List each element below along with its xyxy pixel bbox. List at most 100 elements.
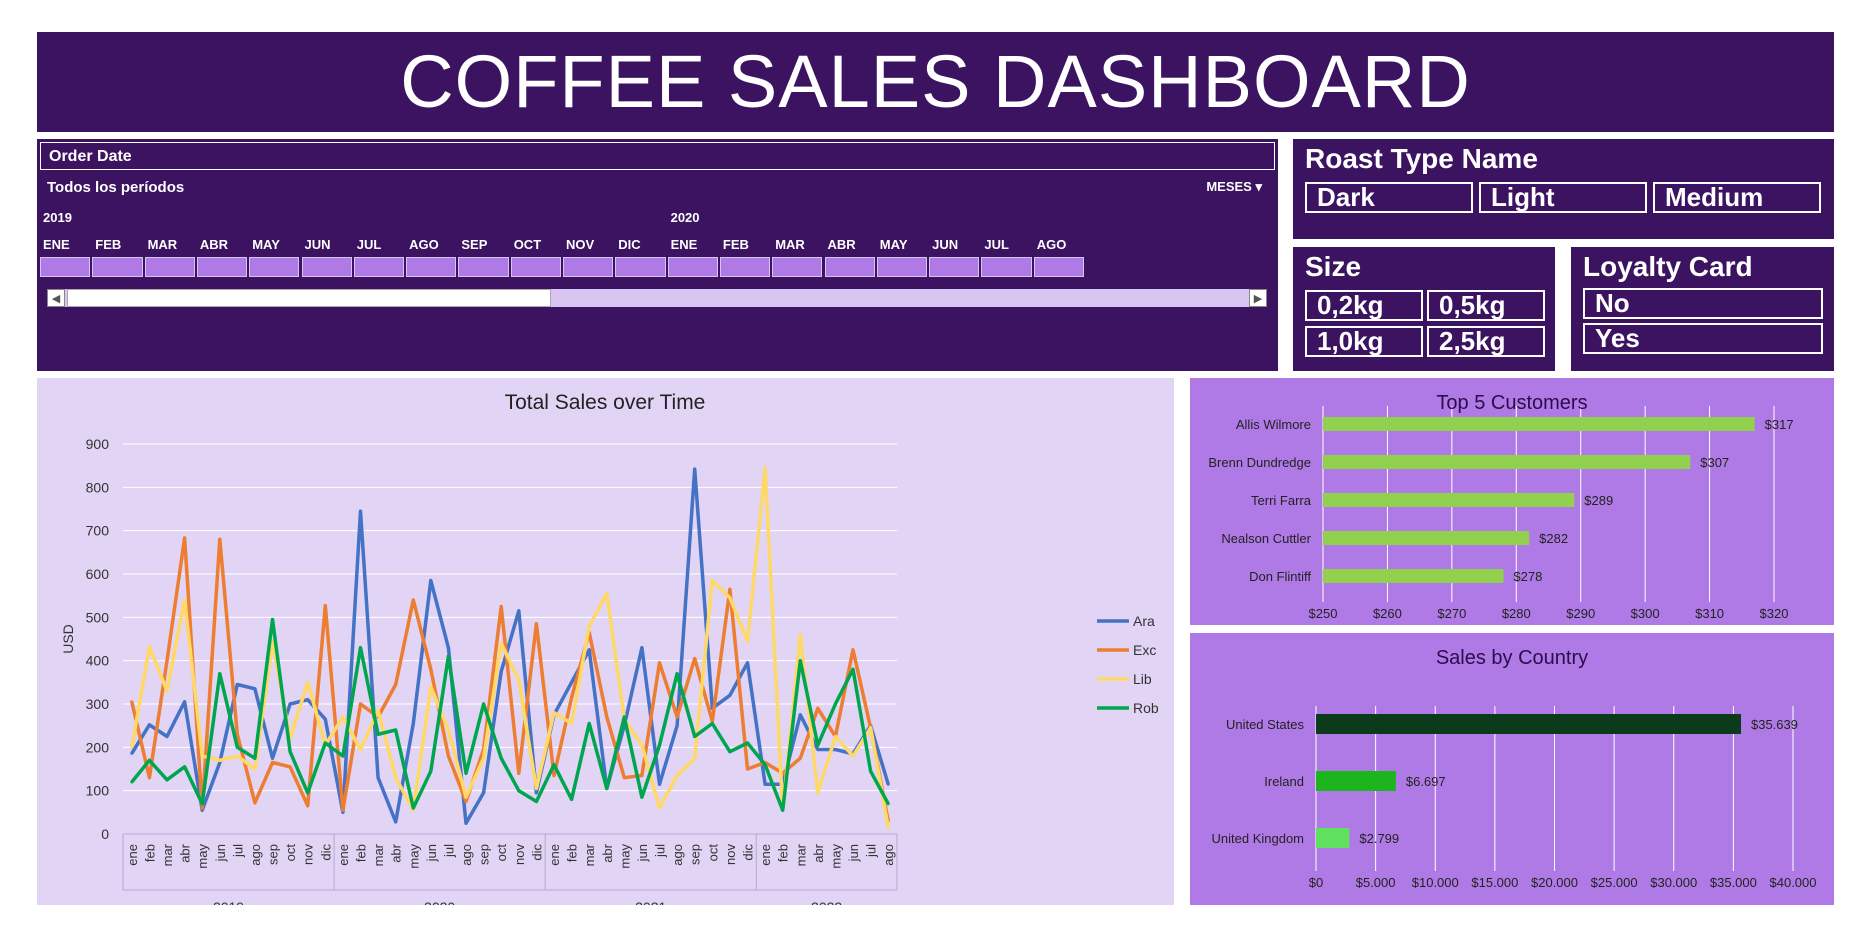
x-tick-label: $30.000 (1650, 875, 1697, 890)
scroll-right-icon[interactable]: ▶ (1249, 289, 1267, 307)
data-point-ara (376, 776, 380, 780)
timeline-month-cell[interactable] (353, 257, 405, 277)
data-point-exc (411, 598, 415, 602)
size-02kg-button[interactable]: 0,2kg (1305, 290, 1423, 321)
data-point-rob (253, 756, 257, 760)
top-customers-svg: $250 $260 $270 $280 $290 $300 $310 $320 Top 5 Cu… (1208, 392, 1794, 621)
roast-dark-button[interactable]: Dark (1305, 182, 1473, 213)
category-label: Don Flintiff (1249, 569, 1311, 584)
data-point-ara (235, 683, 239, 686)
x-tick-label: dic (740, 844, 755, 861)
data-point-rob (271, 618, 274, 621)
data-point-lib (587, 624, 591, 628)
timeline-month-label: FEB (95, 237, 122, 252)
sales-by-country-chart: $0 $5.000 $10.000 $15.000 $20.000 $25.000 $30.… (1190, 633, 1834, 905)
timeline-month-cell[interactable] (40, 257, 91, 277)
x-tick-label: $35.000 (1710, 875, 1757, 890)
data-point-lib (675, 774, 679, 777)
timeline-level-dropdown[interactable]: MESES ▾ (1206, 179, 1262, 194)
timeline-month-cell[interactable] (719, 257, 771, 277)
data-label: $317 (1765, 417, 1794, 432)
data-point-ara (147, 723, 151, 727)
x-tick-label: ago (881, 844, 896, 866)
roast-type-slicer: Roast Type Name Dark Light Medium (1293, 139, 1834, 239)
data-point-rob (394, 728, 398, 732)
timeline-month-cell[interactable] (667, 257, 718, 277)
data-point-ara (165, 735, 169, 738)
x-tick-label: $300 (1631, 606, 1660, 621)
timeline-month-cell[interactable] (458, 257, 509, 277)
data-point-ara (499, 670, 503, 673)
loyalty-no-button[interactable]: No (1583, 288, 1823, 319)
data-point-lib (394, 776, 398, 780)
data-point-lib (464, 795, 468, 799)
data-point-rob (499, 756, 503, 760)
legend-label: Exc (1133, 642, 1156, 658)
timeline-month-cell[interactable] (563, 257, 614, 277)
timeline-month-cell[interactable] (981, 257, 1032, 277)
data-point-exc (394, 683, 398, 686)
timeline-month-cell[interactable] (92, 257, 143, 277)
data-point-exc (253, 801, 257, 805)
timeline-selection-range[interactable] (67, 289, 551, 307)
x-tick-label: jul (864, 844, 879, 858)
data-point-rob (235, 745, 239, 749)
timeline-month-cell[interactable] (824, 257, 875, 277)
size-25kg-button[interactable]: 2,5kg (1427, 326, 1545, 357)
data-point-exc (640, 774, 644, 777)
timeline-month-cell[interactable] (301, 257, 352, 277)
x-tick-label: oct (705, 844, 720, 862)
data-point-lib (482, 756, 486, 760)
size-05kg-button[interactable]: 0,5kg (1427, 290, 1545, 321)
chart-title: Top 5 Customers (1436, 392, 1587, 414)
roast-medium-button[interactable]: Medium (1653, 182, 1821, 213)
data-point-ara (728, 693, 732, 697)
timeline-month-cell[interactable] (510, 257, 561, 277)
loyalty-yes-button[interactable]: Yes (1583, 323, 1823, 354)
timeline-header: Order Date (40, 142, 1275, 170)
timeline-month-cell[interactable] (196, 257, 248, 277)
data-point-exc (200, 806, 204, 810)
timeline-month-cell[interactable] (1033, 257, 1084, 277)
timeline-month-label: ABR (199, 237, 229, 252)
sales-over-time-svg: Total Sales over Time 0 100 200 300 400 500 600… (60, 391, 1159, 915)
timeline-month-label: MAR (147, 237, 178, 252)
data-point-lib (763, 466, 767, 470)
timeline-month-label: AGO (1036, 237, 1067, 252)
timeline-month-cell[interactable] (876, 257, 928, 277)
y-axis-label: USD (60, 624, 76, 654)
roast-light-button[interactable]: Light (1479, 182, 1647, 213)
data-point-lib (886, 826, 890, 829)
data-point-lib (658, 806, 661, 810)
x-tick-label: dic (318, 844, 333, 861)
size-10kg-button[interactable]: 1,0kg (1305, 326, 1423, 357)
timeline-month-cell[interactable] (144, 257, 195, 277)
timeline-month-cell[interactable] (772, 257, 823, 277)
data-point-rob (147, 758, 151, 762)
y-tick-label: 900 (86, 436, 110, 452)
x-tick-label: ene (758, 844, 773, 866)
timeline-month-label: JUN (304, 237, 331, 252)
data-point-ara (816, 748, 820, 751)
timeline-month-cell[interactable] (615, 257, 666, 277)
legend-label: Ara (1133, 613, 1155, 629)
data-point-ara (798, 713, 802, 717)
data-point-exc (165, 659, 169, 663)
data-label: $35.639 (1751, 717, 1798, 732)
x-tick-label: $270 (1437, 606, 1466, 621)
x-tick-label: may (828, 844, 843, 869)
data-point-lib (552, 711, 556, 715)
x-tick-label: oct (494, 844, 509, 862)
data-point-rob (869, 769, 873, 773)
year-label: 2020 (424, 899, 455, 905)
scroll-left-icon[interactable]: ◀ (47, 289, 65, 307)
timeline-month-cell[interactable] (249, 257, 300, 277)
timeline-month-cell[interactable] (406, 257, 457, 277)
order-date-timeline[interactable]: Order Date Todos los períodos MESES ▾ ◀ … (37, 139, 1278, 371)
data-point-lib (869, 726, 873, 730)
timeline-month-cell[interactable] (929, 257, 980, 277)
data-point-rob (534, 800, 538, 803)
category-label: United States (1226, 717, 1305, 732)
data-point-ara (183, 700, 187, 704)
data-point-lib (306, 680, 310, 684)
